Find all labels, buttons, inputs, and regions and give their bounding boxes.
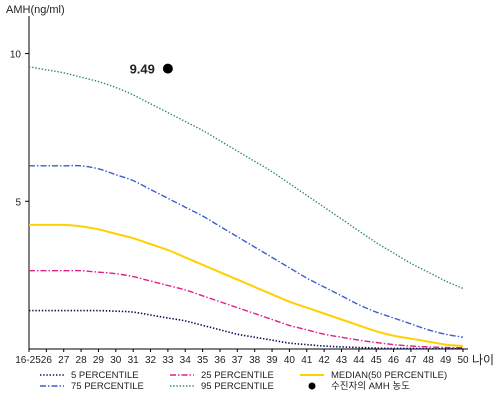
y-ticks: 5 10	[10, 50, 29, 208]
x-tick-label-34: 34	[180, 355, 192, 366]
x-tick-label-43: 43	[336, 355, 348, 366]
series-line-5-percentile	[28, 309, 463, 350]
y-tick-label-5: 5	[15, 197, 21, 208]
highlight-point-group: 9.49	[130, 62, 173, 77]
x-tick-label-30: 30	[110, 355, 122, 366]
x-tick-label-28: 28	[76, 355, 88, 366]
series-lines	[28, 66, 464, 350]
x-tick-label-35: 35	[197, 355, 209, 366]
x-tick-label-45: 45	[371, 355, 383, 366]
legend-label-median-50-percentile: MEDIAN(50 PERCENTILE)	[331, 370, 447, 381]
series-line-25-percentile	[29, 269, 464, 349]
x-tick-label-41: 41	[301, 355, 313, 366]
x-tick-label-50: 50	[457, 355, 469, 366]
legend-label-95-percentile: 95 PERCENTILE	[201, 381, 274, 392]
x-tick-label-16-25: 16-25	[15, 355, 41, 366]
series-line-75-percentile	[29, 164, 464, 338]
x-tick-label-27: 27	[58, 355, 70, 366]
x-tick-label-44: 44	[353, 355, 365, 366]
x-tick-label-42: 42	[319, 355, 331, 366]
x-tick-label-39: 39	[266, 355, 278, 366]
legend-label-point: 수진자의 AMH 농도	[331, 381, 410, 392]
x-tick-label-31: 31	[128, 355, 140, 366]
x-tick-label-32: 32	[145, 355, 157, 366]
x-tick-label-47: 47	[405, 355, 417, 366]
x-tick-label-33: 33	[162, 355, 174, 366]
series-line-median-50-percentile	[28, 223, 464, 347]
legend-label-5-percentile: 5 PERCENTILE	[71, 370, 139, 381]
x-tick-label-49: 49	[440, 355, 452, 366]
x-tick-label-26: 26	[41, 355, 53, 366]
x-tick-label-48: 48	[423, 355, 435, 366]
x-tick-label-40: 40	[284, 355, 296, 366]
y-tick-label-10: 10	[10, 50, 22, 61]
highlight-point	[162, 63, 173, 74]
legend-label-25-percentile: 25 PERCENTILE	[201, 370, 274, 381]
legend-swatch-point	[308, 382, 316, 390]
y-axis-title: AMH(ng/ml)	[6, 4, 65, 16]
x-tick-label-46: 46	[388, 355, 400, 366]
legend: 5 PERCENTILE 25 PERCENTILE MEDIAN(50 PERCE…	[40, 370, 447, 392]
highlight-point-label: 9.49	[130, 62, 155, 77]
x-tick-label-29: 29	[93, 355, 105, 366]
x-axis-title: 나이	[472, 353, 494, 367]
x-tick-label-37: 37	[232, 355, 244, 366]
series-line-95-percentile	[28, 66, 464, 290]
x-ticks: 16-25 26 27 28 29 30 31 32 33 34 35 36 37 38 39 40 41 42 4…	[15, 349, 469, 366]
x-tick-label-36: 36	[214, 355, 226, 366]
legend-label-75-percentile: 75 PERCENTILE	[71, 381, 144, 392]
x-tick-label-38: 38	[249, 355, 261, 366]
